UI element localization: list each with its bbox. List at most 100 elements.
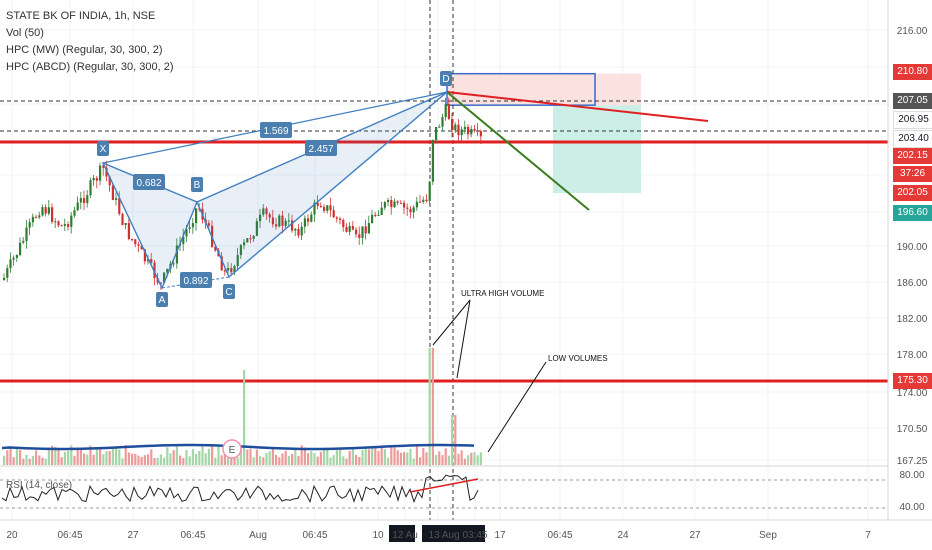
candle-body — [63, 224, 66, 226]
candle-body — [361, 226, 364, 238]
volume-bar — [406, 452, 409, 465]
volume-bar — [246, 449, 249, 465]
pattern-point-label: B — [194, 180, 201, 191]
volume-bar — [191, 449, 194, 465]
volume-bar — [47, 449, 50, 465]
candle-body — [15, 254, 18, 258]
volume-bar — [435, 454, 438, 465]
candle-body — [137, 244, 140, 246]
ac-line — [161, 276, 230, 289]
pointer-line — [487, 361, 547, 453]
candle-body — [255, 221, 258, 236]
volume-bar — [271, 448, 274, 465]
rsi-divergence-line — [409, 478, 479, 493]
volume-bar — [355, 454, 358, 465]
candle-body — [371, 214, 374, 224]
price-tick-label: 178.00 — [897, 350, 928, 361]
volume-bar — [339, 449, 342, 465]
time-tick-label: 13 Aug '20 — [429, 530, 476, 541]
target-zone — [553, 105, 641, 193]
rsi-line — [1, 474, 479, 504]
volume-bar — [134, 453, 137, 465]
volume-bar — [6, 450, 9, 465]
candle-body — [313, 202, 316, 215]
pattern-point-A — [156, 292, 168, 307]
volume-bar — [345, 458, 348, 465]
volume-bar — [479, 452, 482, 465]
candle-body — [390, 199, 393, 208]
candle-body — [335, 217, 338, 219]
candle-body — [348, 226, 351, 232]
volume-bar — [105, 451, 108, 465]
volume-bar — [319, 451, 322, 465]
volume-bar — [457, 453, 460, 465]
low-volumes-note: LOW VOLUMES — [548, 354, 608, 363]
candle-body — [479, 131, 482, 137]
volume-bar — [451, 415, 454, 465]
volume-bar — [150, 449, 153, 465]
candle-body — [243, 242, 246, 246]
candle-body — [223, 270, 226, 272]
volume-bar — [137, 455, 140, 465]
candle-body — [265, 208, 268, 215]
volume-bar — [127, 452, 130, 465]
candle-body — [252, 235, 255, 239]
volume-bar — [124, 445, 127, 465]
candle-body — [326, 205, 329, 211]
volume-bar — [419, 457, 422, 465]
volume-bar — [463, 458, 466, 465]
time-highlight — [459, 525, 485, 542]
volume-bar — [316, 456, 319, 465]
candle-body — [105, 167, 108, 177]
annotations: ULTRA HIGH VOLUME LOW VOLUMES E — [222, 289, 608, 459]
volume-bar — [220, 455, 223, 465]
trendline-green — [446, 91, 590, 211]
volume-bar — [223, 447, 226, 465]
pattern-point-C — [223, 284, 235, 299]
volume-bar — [214, 457, 217, 465]
ratio-label: 0.682 — [136, 178, 161, 189]
volume-bar — [371, 447, 374, 465]
volume-bar — [294, 449, 297, 465]
volume-bar — [297, 455, 300, 465]
volume-bar — [438, 451, 441, 465]
candle-body — [438, 126, 441, 128]
ultra-high-volume-note: ULTRA HIGH VOLUME — [461, 289, 544, 298]
candle-body — [259, 214, 262, 222]
candle-body — [428, 181, 431, 202]
pattern-point-D — [440, 71, 452, 86]
volume-bar — [115, 447, 118, 465]
candle-body — [89, 180, 92, 196]
volume-bar — [57, 449, 60, 465]
price-tag: 196.60 — [893, 205, 932, 221]
volume-bar — [79, 447, 82, 465]
candle-body — [470, 129, 473, 135]
volume-bar — [310, 450, 313, 465]
candle-body — [412, 207, 415, 213]
rsi-pane: RSI (14, close) — [0, 474, 888, 509]
volume-bar — [230, 457, 233, 465]
candle-body — [396, 201, 399, 203]
candle-body — [275, 224, 278, 227]
ratio-label: 1.569 — [263, 126, 288, 137]
candle-body — [403, 202, 406, 208]
volume-bar — [195, 454, 198, 465]
candle-body — [281, 215, 284, 226]
candle-body — [467, 126, 470, 135]
volume-bar — [243, 370, 246, 465]
volume-bar — [393, 447, 396, 465]
candle-body — [284, 220, 287, 226]
volume-bar — [399, 452, 402, 465]
candle-body — [159, 282, 162, 284]
candle-body — [188, 227, 191, 229]
volume-bar — [255, 449, 258, 465]
candle-body — [172, 263, 175, 265]
volume-bar — [367, 449, 370, 465]
volume-bar — [188, 456, 191, 465]
volume-bar — [342, 456, 345, 465]
candle-body — [60, 225, 63, 227]
ratio-label: 0.892 — [183, 276, 208, 287]
volume-bar — [374, 447, 377, 465]
candle-body — [271, 217, 274, 225]
